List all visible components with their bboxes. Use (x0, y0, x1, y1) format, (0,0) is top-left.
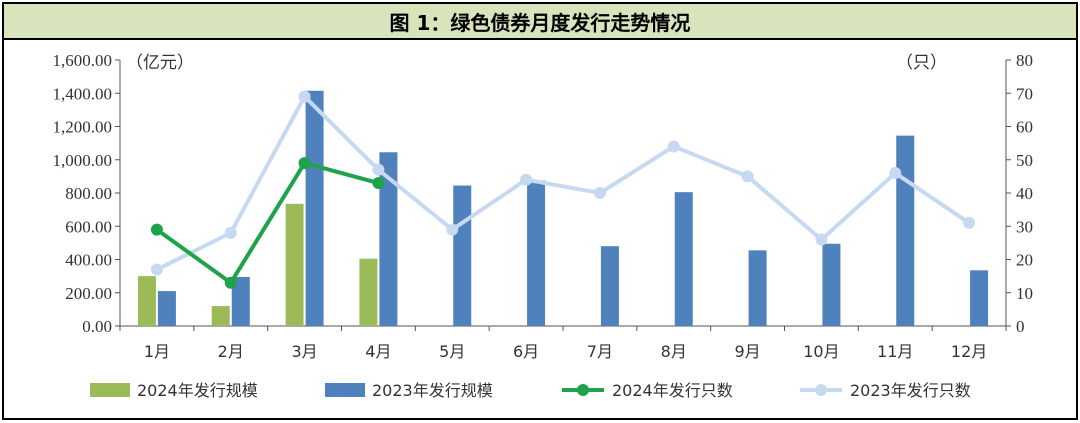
left-tick-label: 1,600.00 (53, 51, 113, 70)
point-2024 (224, 276, 237, 289)
legend-marker (815, 384, 827, 396)
x-tick-label: 10月 (803, 342, 839, 361)
bar-2023 (822, 243, 841, 326)
right-tick-label: 70 (1016, 84, 1033, 103)
x-tick-label: 9月 (734, 342, 760, 361)
point-2023 (298, 90, 311, 103)
point-2023 (963, 216, 976, 229)
point-2024 (372, 177, 385, 190)
legend-marker (577, 384, 589, 396)
bar-2023 (231, 276, 250, 326)
bar-2023 (600, 246, 619, 326)
point-2023 (889, 167, 902, 180)
point-2023 (667, 140, 680, 153)
x-tick-label: 4月 (365, 342, 391, 361)
series-line-2024 (155, 161, 379, 285)
right-tick-label: 80 (1016, 51, 1033, 70)
series-line-2023 (156, 94, 971, 272)
x-tick-label: 11月 (877, 342, 913, 361)
left-tick-label: 1,200.00 (53, 118, 113, 137)
left-tick-label: 1,000.00 (53, 151, 113, 170)
left-tick-label: 600.00 (65, 217, 112, 236)
chart-title: 图 1：绿色债券月度发行走势情况 (4, 4, 1076, 40)
x-tick-label: 12月 (951, 342, 987, 361)
bar-2023 (157, 291, 176, 326)
bar-2023 (896, 135, 915, 326)
left-axis-unit: （亿元） (126, 53, 194, 73)
x-tick-label: 2月 (218, 342, 244, 361)
right-tick-label: 40 (1016, 184, 1033, 203)
legend-label: 2023年发行只数 (850, 381, 971, 400)
bar-2023 (527, 180, 546, 326)
x-tick-label: 5月 (439, 342, 465, 361)
bar-2023 (453, 185, 472, 326)
x-tick-label: 1月 (144, 342, 170, 361)
point-2023 (815, 233, 828, 246)
bar-2023 (305, 90, 324, 326)
right-tick-label: 0 (1016, 317, 1025, 336)
bar-2023 (970, 270, 989, 326)
right-tick-label: 10 (1016, 284, 1033, 303)
point-2023 (446, 223, 459, 236)
right-tick-label: 20 (1016, 251, 1033, 270)
x-tick-label: 6月 (513, 342, 539, 361)
legend-label: 2024年发行只数 (612, 381, 733, 400)
bar-2023 (748, 250, 767, 326)
x-tick-label: 8月 (661, 342, 687, 361)
bar-2024 (211, 306, 230, 326)
left-tick-label: 400.00 (65, 251, 112, 270)
point-2023 (150, 263, 163, 276)
point-2024 (150, 223, 163, 236)
bar-2023 (379, 152, 398, 326)
point-2023 (520, 173, 533, 186)
right-tick-label: 60 (1016, 118, 1033, 137)
legend-swatch (90, 383, 130, 397)
bar-2024 (359, 258, 378, 326)
point-2023 (593, 187, 606, 199)
bar-2024 (137, 276, 156, 326)
point-2023 (372, 163, 385, 176)
point-2023 (741, 170, 754, 183)
left-tick-label: 200.00 (65, 284, 112, 303)
point-2023 (224, 226, 237, 239)
right-axis-unit: （只） (896, 53, 947, 73)
left-tick-label: 1,400.00 (53, 84, 113, 103)
bar-2024 (285, 203, 304, 326)
bar-2023 (674, 192, 693, 326)
point-2024 (298, 157, 311, 170)
left-tick-label: 0.00 (82, 317, 112, 336)
legend-label: 2023年发行规模 (372, 381, 493, 400)
left-tick-label: 800.00 (65, 184, 112, 203)
legend-swatch (325, 383, 365, 397)
right-tick-label: 30 (1016, 217, 1033, 236)
legend-label: 2024年发行规模 (137, 381, 258, 400)
right-tick-label: 50 (1016, 151, 1033, 170)
x-tick-label: 3月 (291, 342, 317, 361)
x-tick-label: 7月 (587, 342, 613, 361)
